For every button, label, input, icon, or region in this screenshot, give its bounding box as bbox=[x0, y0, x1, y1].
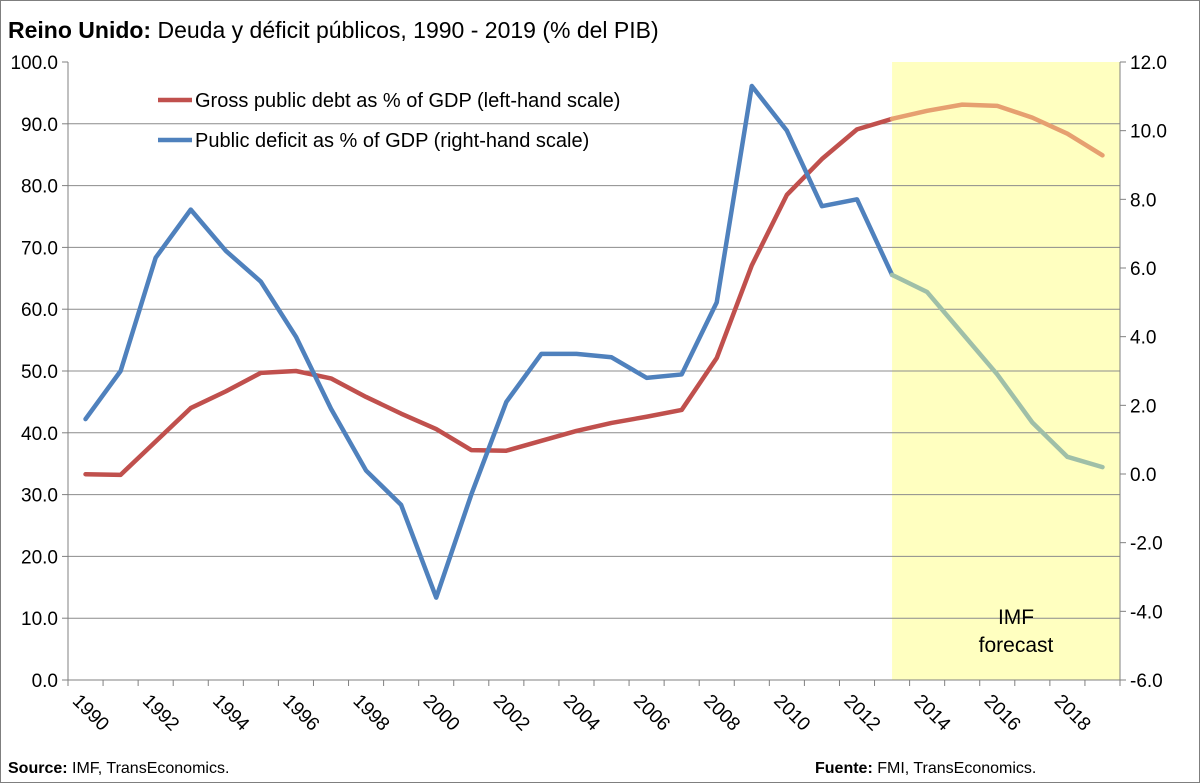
right-tick-label: -4.0 bbox=[1130, 602, 1163, 623]
right-tick-label: 2.0 bbox=[1130, 396, 1156, 417]
x-tick-label: 2010 bbox=[769, 691, 814, 736]
left-tick-label: 40.0 bbox=[21, 424, 58, 445]
right-tick-label: 12.0 bbox=[1130, 53, 1167, 74]
left-tick-label: 20.0 bbox=[21, 547, 58, 568]
left-tick-label: 60.0 bbox=[21, 300, 58, 321]
forecast-annotation: forecast bbox=[979, 634, 1054, 657]
x-tick-label: 1998 bbox=[349, 691, 394, 736]
x-tick-label: 1994 bbox=[208, 691, 253, 736]
left-tick-label: 90.0 bbox=[21, 115, 58, 136]
right-tick-label: 6.0 bbox=[1130, 259, 1156, 280]
x-tick-label: 2006 bbox=[629, 691, 674, 736]
x-tick-label: 2014 bbox=[910, 691, 955, 736]
deficit-forecast-line bbox=[889, 272, 1105, 470]
x-tick-label: 1990 bbox=[68, 691, 113, 736]
left-tick-label: 0.0 bbox=[32, 671, 58, 692]
title-rest: Deuda y déficit públicos, 1990 - 2019 (%… bbox=[151, 17, 659, 43]
legend-label-debt: Gross public debt as % of GDP (left-hand… bbox=[195, 90, 620, 112]
debt-line bbox=[83, 116, 895, 478]
title-bold: Reino Unido: bbox=[8, 17, 152, 43]
legend-label-deficit: Public deficit as % of GDP (right-hand s… bbox=[195, 130, 589, 152]
fuente-note: Fuente: FMI, TransEconomics. bbox=[815, 760, 1036, 778]
x-tick-label: 2018 bbox=[1050, 691, 1095, 736]
debt-forecast-line bbox=[889, 102, 1105, 158]
left-tick-label: 100.0 bbox=[10, 53, 58, 74]
deficit-line bbox=[83, 83, 895, 600]
x-tick-label: 2004 bbox=[559, 691, 604, 736]
source-text: IMF, TransEconomics. bbox=[67, 760, 230, 777]
right-tick-label: 10.0 bbox=[1130, 122, 1167, 143]
x-tick-label: 2008 bbox=[699, 691, 744, 736]
left-tick-label: 50.0 bbox=[21, 362, 58, 383]
fuente-label: Fuente: bbox=[815, 760, 873, 777]
left-tick-label: 30.0 bbox=[21, 486, 58, 507]
x-tick-label: 1992 bbox=[138, 691, 183, 736]
fuente-text: FMI, TransEconomics. bbox=[872, 760, 1037, 777]
forecast-annotation: IMF bbox=[998, 606, 1034, 629]
x-tick-label: 1996 bbox=[278, 691, 323, 736]
x-tick-label: 2002 bbox=[489, 691, 534, 736]
source-note: Source: IMF, TransEconomics. bbox=[8, 760, 229, 778]
left-tick-label: 10.0 bbox=[21, 609, 58, 630]
x-tick-label: 2016 bbox=[980, 691, 1025, 736]
chart-title: Reino Unido: Deuda y déficit públicos, 1… bbox=[8, 17, 659, 44]
right-tick-label: -6.0 bbox=[1130, 671, 1163, 692]
x-tick-label: 2000 bbox=[419, 691, 464, 736]
left-tick-label: 80.0 bbox=[21, 177, 58, 198]
x-tick-label: 2012 bbox=[839, 691, 884, 736]
source-label: Source: bbox=[8, 760, 68, 777]
right-tick-label: -2.0 bbox=[1130, 534, 1163, 555]
left-tick-label: 70.0 bbox=[21, 238, 58, 259]
right-tick-label: 0.0 bbox=[1130, 465, 1156, 486]
right-tick-label: 8.0 bbox=[1130, 190, 1156, 211]
right-tick-label: 4.0 bbox=[1130, 328, 1156, 349]
